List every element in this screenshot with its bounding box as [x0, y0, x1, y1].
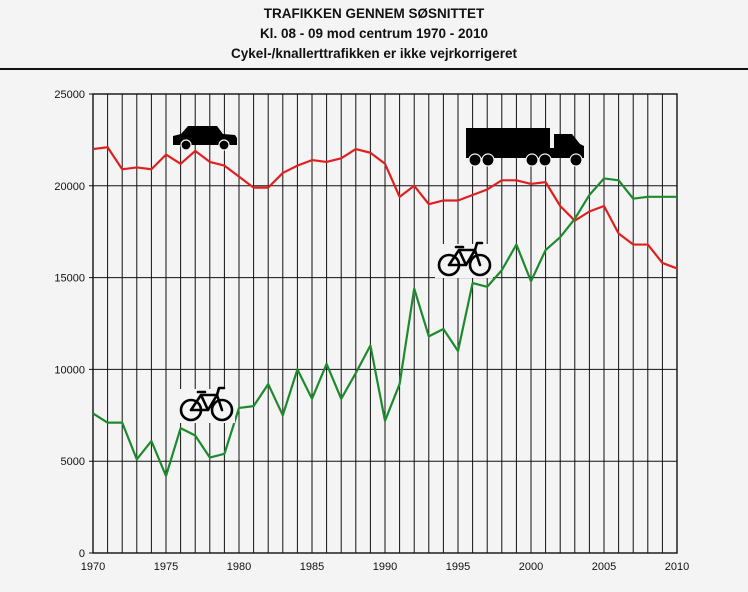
motor-traffic-line	[92, 146, 678, 270]
y-tick-label: 15000	[54, 273, 85, 285]
chart-titles: TRAFIKKEN GENNEM SØSNITTET Kl. 08 - 09 m…	[0, 4, 748, 64]
x-tick-label: 1985	[300, 561, 324, 573]
x-tick-label: 1970	[81, 561, 105, 573]
x-tick-label: 1975	[154, 561, 178, 573]
y-tick-label: 20000	[54, 181, 85, 193]
truck-icon	[466, 128, 584, 167]
tick-labels: 1970 1975 1980 1985 1990 1995 2000 2005 2010 0 500…	[54, 89, 689, 573]
y-tick-label: 5000	[61, 456, 85, 468]
x-tick-label: 2000	[519, 561, 543, 573]
bicycle-icon	[435, 241, 493, 278]
y-tick-label: 25000	[54, 89, 85, 101]
chart-subtitle: Kl. 08 - 09 mod centrum 1970 - 2010	[259, 26, 489, 41]
y-tick-label: 0	[79, 548, 85, 560]
series-lines	[92, 146, 678, 477]
x-tick-label: 1980	[227, 561, 251, 573]
bicycle-icon	[177, 386, 235, 423]
car-icon	[173, 126, 237, 151]
x-tick-label: 2005	[592, 561, 616, 573]
y-tick-label: 10000	[54, 364, 85, 376]
x-tick-label: 1990	[373, 561, 397, 573]
plot-frame	[92, 93, 678, 554]
title-divider	[0, 68, 748, 70]
chart-note: Cykel-/knallerttrafikken er ikke vejrkor…	[231, 46, 517, 61]
chart-title: TRAFIKKEN GENNEM SØSNITTET	[263, 6, 485, 21]
bicycle-traffic-line	[92, 177, 677, 477]
x-tick-label: 2010	[665, 561, 689, 573]
x-tick-label: 1995	[446, 561, 470, 573]
